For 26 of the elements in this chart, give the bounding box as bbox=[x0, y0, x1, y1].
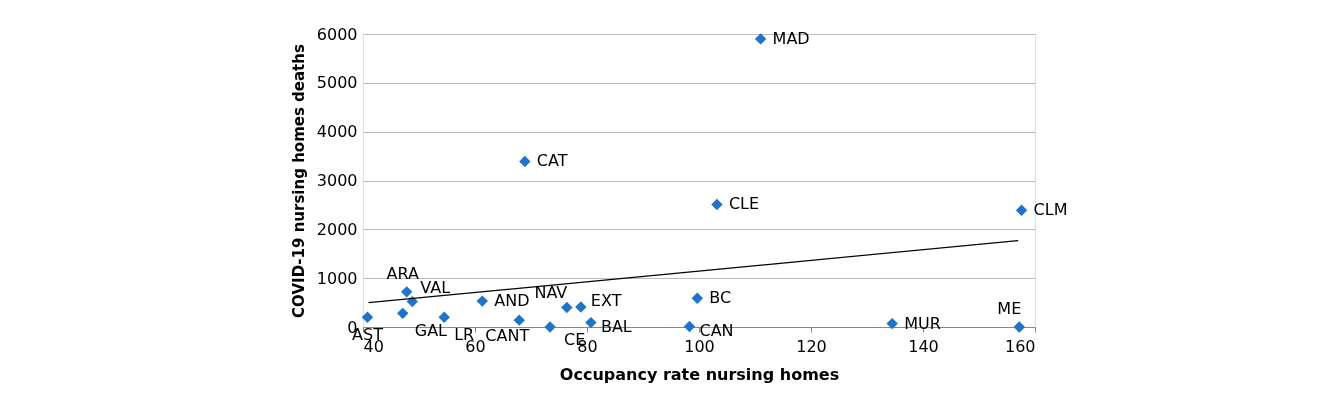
annotation: CANT bbox=[485, 326, 530, 346]
annotation: ME bbox=[997, 299, 1022, 318]
y-tick-label: 4000 bbox=[316, 122, 358, 142]
y-tick-label: 1000 bbox=[316, 268, 358, 288]
x-axis-title: Occupancy rate nursing homes bbox=[559, 364, 840, 384]
y-axis-title: COVID-19 nursing homes deaths bbox=[289, 44, 308, 318]
annotation: BAL bbox=[600, 316, 632, 336]
annotation: ARA bbox=[386, 263, 419, 283]
annotation: NAV bbox=[534, 283, 568, 303]
y-tick-label: 5000 bbox=[316, 73, 358, 93]
annotation: GAL bbox=[414, 321, 448, 341]
annotation: VAL bbox=[420, 277, 451, 297]
x-tick-label: 160 bbox=[1004, 336, 1036, 356]
annotation: EXT bbox=[590, 290, 622, 310]
annotation: MUR bbox=[904, 313, 941, 333]
annotation: CLM bbox=[1033, 200, 1068, 220]
annotation: CLE bbox=[728, 194, 760, 214]
annotation: CAT bbox=[536, 151, 568, 171]
y-tick-label: 6000 bbox=[316, 24, 358, 44]
y-tick-label: 3000 bbox=[316, 171, 358, 190]
x-tick-label: 120 bbox=[796, 336, 827, 356]
annotation: MAD bbox=[772, 28, 810, 48]
y-tick-label: 2000 bbox=[316, 219, 358, 239]
annotation: AND bbox=[494, 291, 530, 311]
x-tick-label: 140 bbox=[908, 336, 939, 356]
annotation: BC bbox=[709, 288, 732, 308]
